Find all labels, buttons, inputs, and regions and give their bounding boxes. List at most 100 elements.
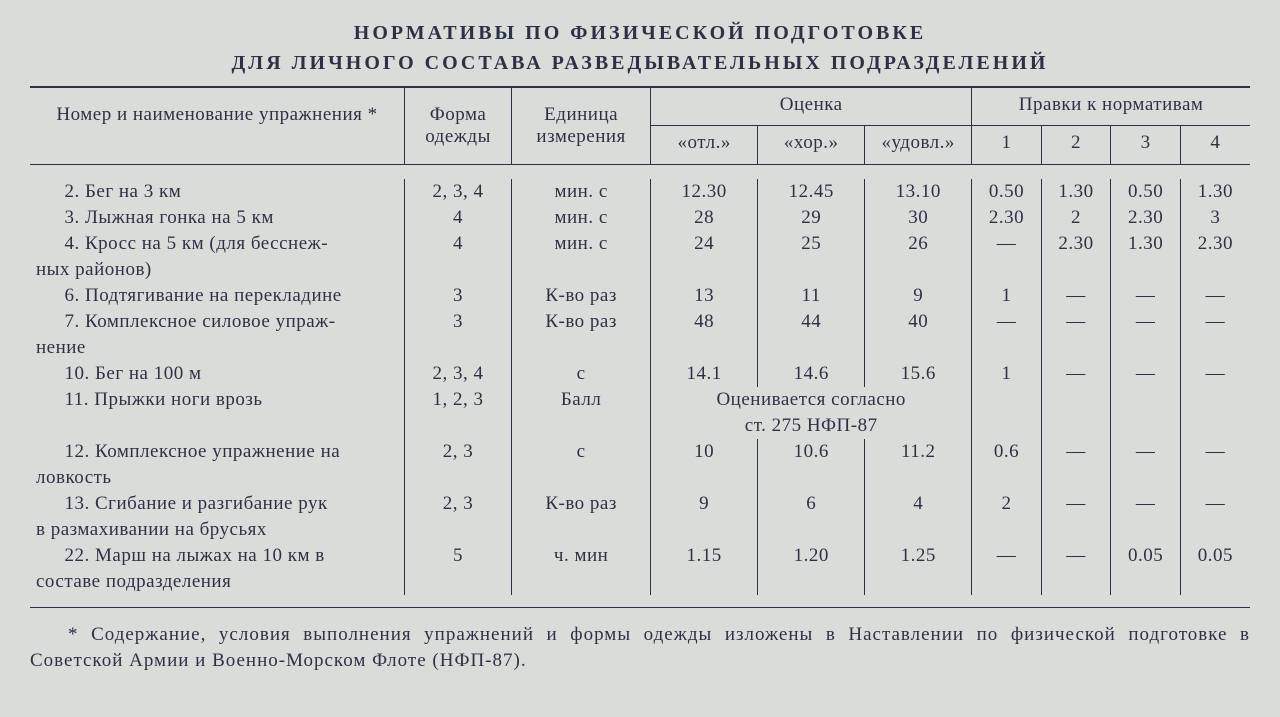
grade-cell: 1.15	[651, 543, 758, 569]
correction-cell: 2.30	[972, 205, 1042, 231]
exercise-name: 6. Подтягивание на перекладине	[30, 283, 405, 309]
grade-group-header: Оценка	[651, 88, 972, 126]
unit-cell: с	[512, 361, 651, 387]
correction-cell: 1	[972, 361, 1042, 387]
correction-cell: 0.50	[1111, 179, 1181, 205]
grade-cell: 26	[865, 231, 972, 257]
correction-cell: 1.30	[1041, 179, 1111, 205]
correction-cell: —	[1111, 283, 1181, 309]
correction-cell: 1.30	[1111, 231, 1181, 257]
title-line-1: НОРМАТИВЫ ПО ФИЗИЧЕСКОЙ ПОДГОТОВКЕ	[30, 18, 1250, 48]
correction-4-header: 4	[1180, 126, 1250, 165]
table-row: 2. Бег на 3 км 2, 3, 4 мин. с 12.30 12.4…	[30, 179, 1250, 205]
table-row: ных районов)	[30, 257, 1250, 283]
clothing-cell: 1, 2, 3	[405, 387, 512, 413]
table-header-row: Номер и наименование упражнения * Форма …	[30, 88, 1250, 126]
correction-cell: —	[1180, 283, 1250, 309]
grade-satisf-header: «удовл.»	[865, 126, 972, 165]
exercise-name-cont: составе подразделения	[30, 569, 405, 595]
correction-cell: —	[1111, 309, 1181, 335]
correction-cell: —	[1041, 491, 1111, 517]
grade-cell: 11	[758, 283, 865, 309]
page-title: НОРМАТИВЫ ПО ФИЗИЧЕСКОЙ ПОДГОТОВКЕ ДЛЯ Л…	[30, 18, 1250, 78]
correction-cell: —	[1041, 543, 1111, 569]
correction-cell: 1	[972, 283, 1042, 309]
grade-note: Оценивается согласно	[651, 387, 972, 413]
table-row: 13. Сгибание и разгибание рук 2, 3 К-во …	[30, 491, 1250, 517]
correction-cell: —	[1180, 309, 1250, 335]
grade-cell: 40	[865, 309, 972, 335]
grade-cell: 11.2	[865, 439, 972, 465]
exercise-name: 7. Комплексное силовое упраж-	[30, 309, 405, 335]
correction-3-header: 3	[1111, 126, 1181, 165]
grade-cell: 30	[865, 205, 972, 231]
clothing-cell: 3	[405, 283, 512, 309]
exercise-name-cont: в размахивании на брусьях	[30, 517, 405, 543]
unit-cell: К-во раз	[512, 491, 651, 517]
table-row: составе подразделения	[30, 569, 1250, 595]
table-row: 3. Лыжная гонка на 5 км 4 мин. с 28 29 3…	[30, 205, 1250, 231]
table-row: 12. Комплексное упражнение на 2, 3 с 10 …	[30, 439, 1250, 465]
correction-cell: 0.6	[972, 439, 1042, 465]
grade-cell: 14.1	[651, 361, 758, 387]
clothing-cell: 2, 3	[405, 439, 512, 465]
grade-cell: 9	[651, 491, 758, 517]
table-row: 6. Подтягивание на перекладине 3 К-во ра…	[30, 283, 1250, 309]
exercise-name-cont: ловкость	[30, 465, 405, 491]
grade-good-header: «хор.»	[758, 126, 865, 165]
unit-cell: ч. мин	[512, 543, 651, 569]
exercise-name: 12. Комплексное упражнение на	[30, 439, 405, 465]
unit-cell: К-во раз	[512, 283, 651, 309]
col-clothing-header: Форма одежды	[405, 88, 512, 165]
exercise-name: 4. Кросс на 5 км (для бесснеж-	[30, 231, 405, 257]
correction-cell: —	[1180, 491, 1250, 517]
col-unit-header: Единица измерения	[512, 88, 651, 165]
table-row: ст. 275 НФП-87	[30, 413, 1250, 439]
correction-cell: 2	[972, 491, 1042, 517]
grade-cell: 12.45	[758, 179, 865, 205]
correction-cell: —	[1180, 439, 1250, 465]
clothing-cell: 2, 3	[405, 491, 512, 517]
grade-cell: 14.6	[758, 361, 865, 387]
table-row: 4. Кросс на 5 км (для бесснеж- 4 мин. с …	[30, 231, 1250, 257]
correction-cell: 2	[1041, 205, 1111, 231]
grade-cell: 10.6	[758, 439, 865, 465]
grade-note: ст. 275 НФП-87	[651, 413, 972, 439]
grade-cell: 12.30	[651, 179, 758, 205]
correction-cell: 3	[1180, 205, 1250, 231]
clothing-cell: 4	[405, 231, 512, 257]
correction-cell: 0.50	[972, 179, 1042, 205]
grade-cell: 24	[651, 231, 758, 257]
clothing-cell: 2, 3, 4	[405, 361, 512, 387]
footnote-text: * Содержание, условия выполнения упражне…	[30, 622, 1250, 673]
correction-cell: 1.30	[1180, 179, 1250, 205]
table-row: 11. Прыжки ноги врозь 1, 2, 3 Балл Оцени…	[30, 387, 1250, 413]
table-row: в размахивании на брусьях	[30, 517, 1250, 543]
correction-cell: —	[1041, 361, 1111, 387]
correction-cell: —	[1111, 491, 1181, 517]
correction-1-header: 1	[972, 126, 1042, 165]
exercise-name-cont: ных районов)	[30, 257, 405, 283]
grade-cell: 15.6	[865, 361, 972, 387]
grade-cell: 1.25	[865, 543, 972, 569]
grade-cell: 4	[865, 491, 972, 517]
correction-group-header: Правки к нормативам	[972, 88, 1250, 126]
grade-cell: 29	[758, 205, 865, 231]
correction-cell: —	[972, 231, 1042, 257]
grade-cell: 10	[651, 439, 758, 465]
correction-cell: 2.30	[1041, 231, 1111, 257]
exercise-name: 3. Лыжная гонка на 5 км	[30, 205, 405, 231]
grade-cell: 6	[758, 491, 865, 517]
exercise-name: 2. Бег на 3 км	[30, 179, 405, 205]
correction-cell: —	[1041, 439, 1111, 465]
clothing-cell: 2, 3, 4	[405, 179, 512, 205]
clothing-cell: 3	[405, 309, 512, 335]
grade-cell: 48	[651, 309, 758, 335]
grade-cell: 28	[651, 205, 758, 231]
exercise-name: 10. Бег на 100 м	[30, 361, 405, 387]
correction-cell: —	[972, 543, 1042, 569]
grade-cell: 25	[758, 231, 865, 257]
unit-cell: Балл	[512, 387, 651, 413]
grade-cell: 9	[865, 283, 972, 309]
correction-cell: —	[1180, 361, 1250, 387]
